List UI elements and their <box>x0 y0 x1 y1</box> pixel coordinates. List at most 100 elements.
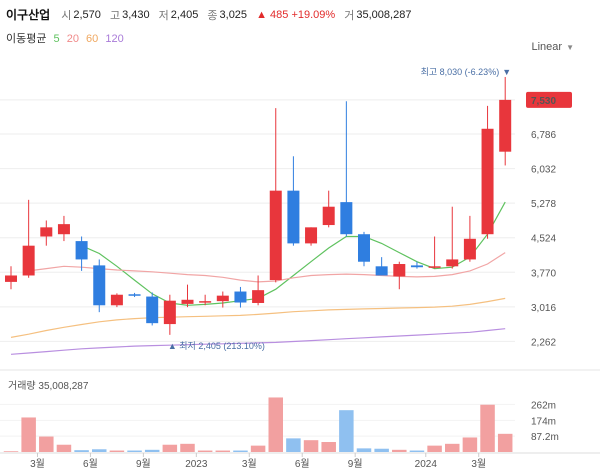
candle <box>57 215 70 242</box>
volume-bar <box>39 436 54 452</box>
max-price-label: 최고 8,030 (-6.23%) <box>421 67 500 77</box>
candle <box>146 292 159 326</box>
candle-body <box>322 206 335 226</box>
candle <box>269 108 282 283</box>
volume-bar <box>233 450 248 452</box>
volume-bar <box>356 448 372 452</box>
scale-dropdown[interactable]: Linear ▼ <box>532 41 575 53</box>
volume-bar <box>250 445 266 452</box>
candle <box>75 236 88 271</box>
volume-bar <box>180 443 195 452</box>
candle-body <box>428 266 441 268</box>
volume-bar <box>3 451 19 452</box>
volume-bar <box>56 444 72 452</box>
candle-body <box>358 234 370 262</box>
candle <box>181 284 194 308</box>
open-value: 2,570 <box>73 8 101 21</box>
candle-body <box>340 202 353 235</box>
max-price-marker: ▼ <box>502 67 511 77</box>
price-tick-label: 6,032 <box>531 165 556 176</box>
ma-legend-20[interactable]: 20 <box>66 33 79 45</box>
candle-body <box>234 291 247 303</box>
volume-bar <box>127 450 142 452</box>
candle <box>481 105 494 239</box>
low-value: 2,405 <box>170 8 199 21</box>
volume-title: 거래량 35,008,287 <box>8 380 89 392</box>
volume-bars <box>3 397 513 452</box>
volume-bar <box>92 449 107 452</box>
volume-bar <box>303 440 319 452</box>
x-tick-label: 9월 <box>136 458 151 470</box>
volume-tick-label: 87.2m <box>531 432 559 443</box>
ma-legend-5[interactable]: 5 <box>53 33 60 45</box>
candle <box>93 259 106 313</box>
candle <box>446 206 459 269</box>
volume-bar <box>480 404 495 452</box>
candle-body <box>128 294 141 296</box>
candle-body <box>75 241 88 260</box>
change-value: ▲ 485 +19.09% <box>256 8 336 21</box>
volume-bar <box>321 442 336 452</box>
x-tick-label: 2024 <box>415 459 438 470</box>
close-label: 종 <box>207 9 218 22</box>
candle <box>216 291 229 308</box>
scale-dropdown-label: Linear <box>531 41 563 53</box>
high-label: 고 <box>109 9 121 22</box>
price-tick-label: 5,278 <box>531 199 556 210</box>
open-label: 시 <box>61 9 72 22</box>
candle-body <box>22 245 35 276</box>
candle <box>199 294 212 306</box>
x-tick-label: 6월 <box>295 458 310 470</box>
stock-name: 이구산업 <box>6 8 51 22</box>
moving-average-legend: 이동평균 5 20 60 120 <box>6 30 128 46</box>
high-value: 3,430 <box>122 8 150 21</box>
current-price-tag-text: 7,530 <box>531 96 556 107</box>
candle-body <box>5 275 17 282</box>
volume-bar <box>374 448 389 452</box>
candles <box>5 76 512 335</box>
candle-body <box>269 190 282 281</box>
candle-body <box>110 294 123 306</box>
candle <box>358 231 370 267</box>
price-tick-label: 3,016 <box>531 303 556 314</box>
volume-tick-label: 262m <box>531 400 556 411</box>
price-tick-label: 6,786 <box>531 130 556 141</box>
volume-bar <box>462 437 478 452</box>
candle <box>375 257 388 276</box>
ma-legend-60[interactable]: 60 <box>86 33 99 45</box>
candle-body <box>305 227 318 244</box>
candle <box>252 275 265 306</box>
candle <box>305 227 318 246</box>
volume-bar <box>427 445 442 452</box>
candle <box>163 294 176 335</box>
volume-label: 거 <box>344 9 355 22</box>
candle <box>287 156 300 246</box>
volume-bar <box>21 417 36 452</box>
candle-body <box>393 264 406 277</box>
candle <box>5 266 17 290</box>
low-label: 저 <box>158 9 169 22</box>
volume-bar <box>74 450 89 452</box>
quote-summary: 이구산업 시 2,570 고 3,430 저 2,405 종 3,025 ▲ 485 +… <box>6 6 417 22</box>
candle <box>110 293 123 308</box>
price-tick-label: 4,524 <box>531 234 556 245</box>
volume-bar <box>497 433 513 452</box>
close-value: 3,025 <box>219 8 248 21</box>
candle-body <box>216 295 229 302</box>
x-tick-label: 9월 <box>348 458 363 470</box>
candle <box>40 220 53 246</box>
candle-body <box>57 224 70 235</box>
candle-body <box>463 238 476 260</box>
x-tick-label: 3월 <box>242 458 257 470</box>
volume-bar <box>144 449 160 452</box>
candle-body <box>287 190 300 244</box>
candle-body <box>446 259 459 267</box>
x-tick-label: 6월 <box>83 458 98 470</box>
ma-legend-120[interactable]: 120 <box>105 33 124 45</box>
current-price-tag-bg <box>526 91 572 108</box>
chevron-down-icon: ▼ <box>566 43 574 52</box>
candle <box>128 292 141 298</box>
candle <box>428 236 441 269</box>
candle-body <box>163 300 176 325</box>
